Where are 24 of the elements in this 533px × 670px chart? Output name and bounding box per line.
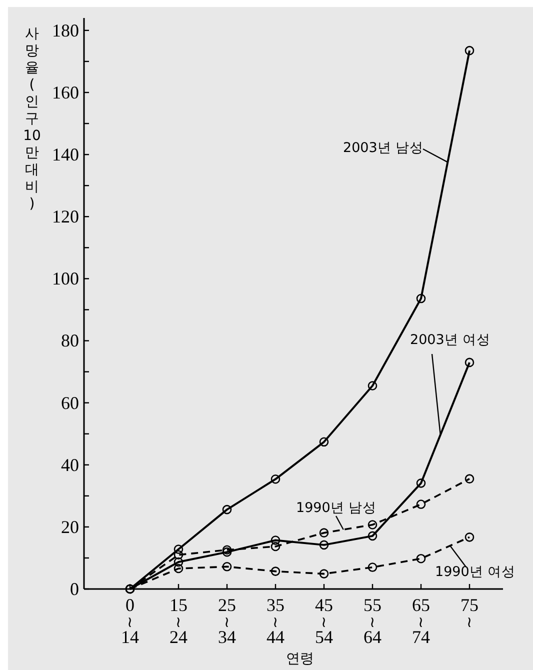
x-tick-label: 55≀64 bbox=[364, 595, 382, 647]
x-tick-label: 35≀44 bbox=[266, 595, 284, 647]
x-axis-title: 연령 bbox=[286, 651, 314, 667]
y-tick-label: 20 bbox=[61, 516, 79, 537]
series-label: 2003년 여성 bbox=[410, 332, 491, 348]
legend-label: 2003년 남성 bbox=[343, 140, 424, 156]
y-tick-label: 60 bbox=[61, 392, 79, 413]
x-tick-label: 75≀ bbox=[460, 595, 478, 631]
x-tick-label: 65≀74 bbox=[412, 595, 430, 647]
x-tick-label: 25≀34 bbox=[218, 595, 236, 647]
y-tick-label: 80 bbox=[61, 330, 79, 351]
text: 사망율(인구10만대비) bbox=[23, 26, 41, 212]
x-tick-label: 15≀24 bbox=[170, 595, 188, 647]
series-label: 1990년 여성 bbox=[435, 564, 516, 580]
y-tick-label: 40 bbox=[61, 454, 79, 475]
y-tick-label: 0 bbox=[70, 579, 79, 599]
y-tick-label: 120 bbox=[52, 206, 79, 227]
series-label: 1990년 남성 bbox=[296, 500, 377, 516]
x-tick-label: 0≀14 bbox=[121, 595, 139, 647]
y-tick-label: 100 bbox=[52, 268, 79, 289]
y-tick-label: 180 bbox=[52, 20, 79, 40]
y-tick-label: 140 bbox=[52, 144, 79, 165]
y-tick-label: 160 bbox=[52, 82, 79, 102]
x-tick-label: 45≀54 bbox=[315, 595, 333, 647]
